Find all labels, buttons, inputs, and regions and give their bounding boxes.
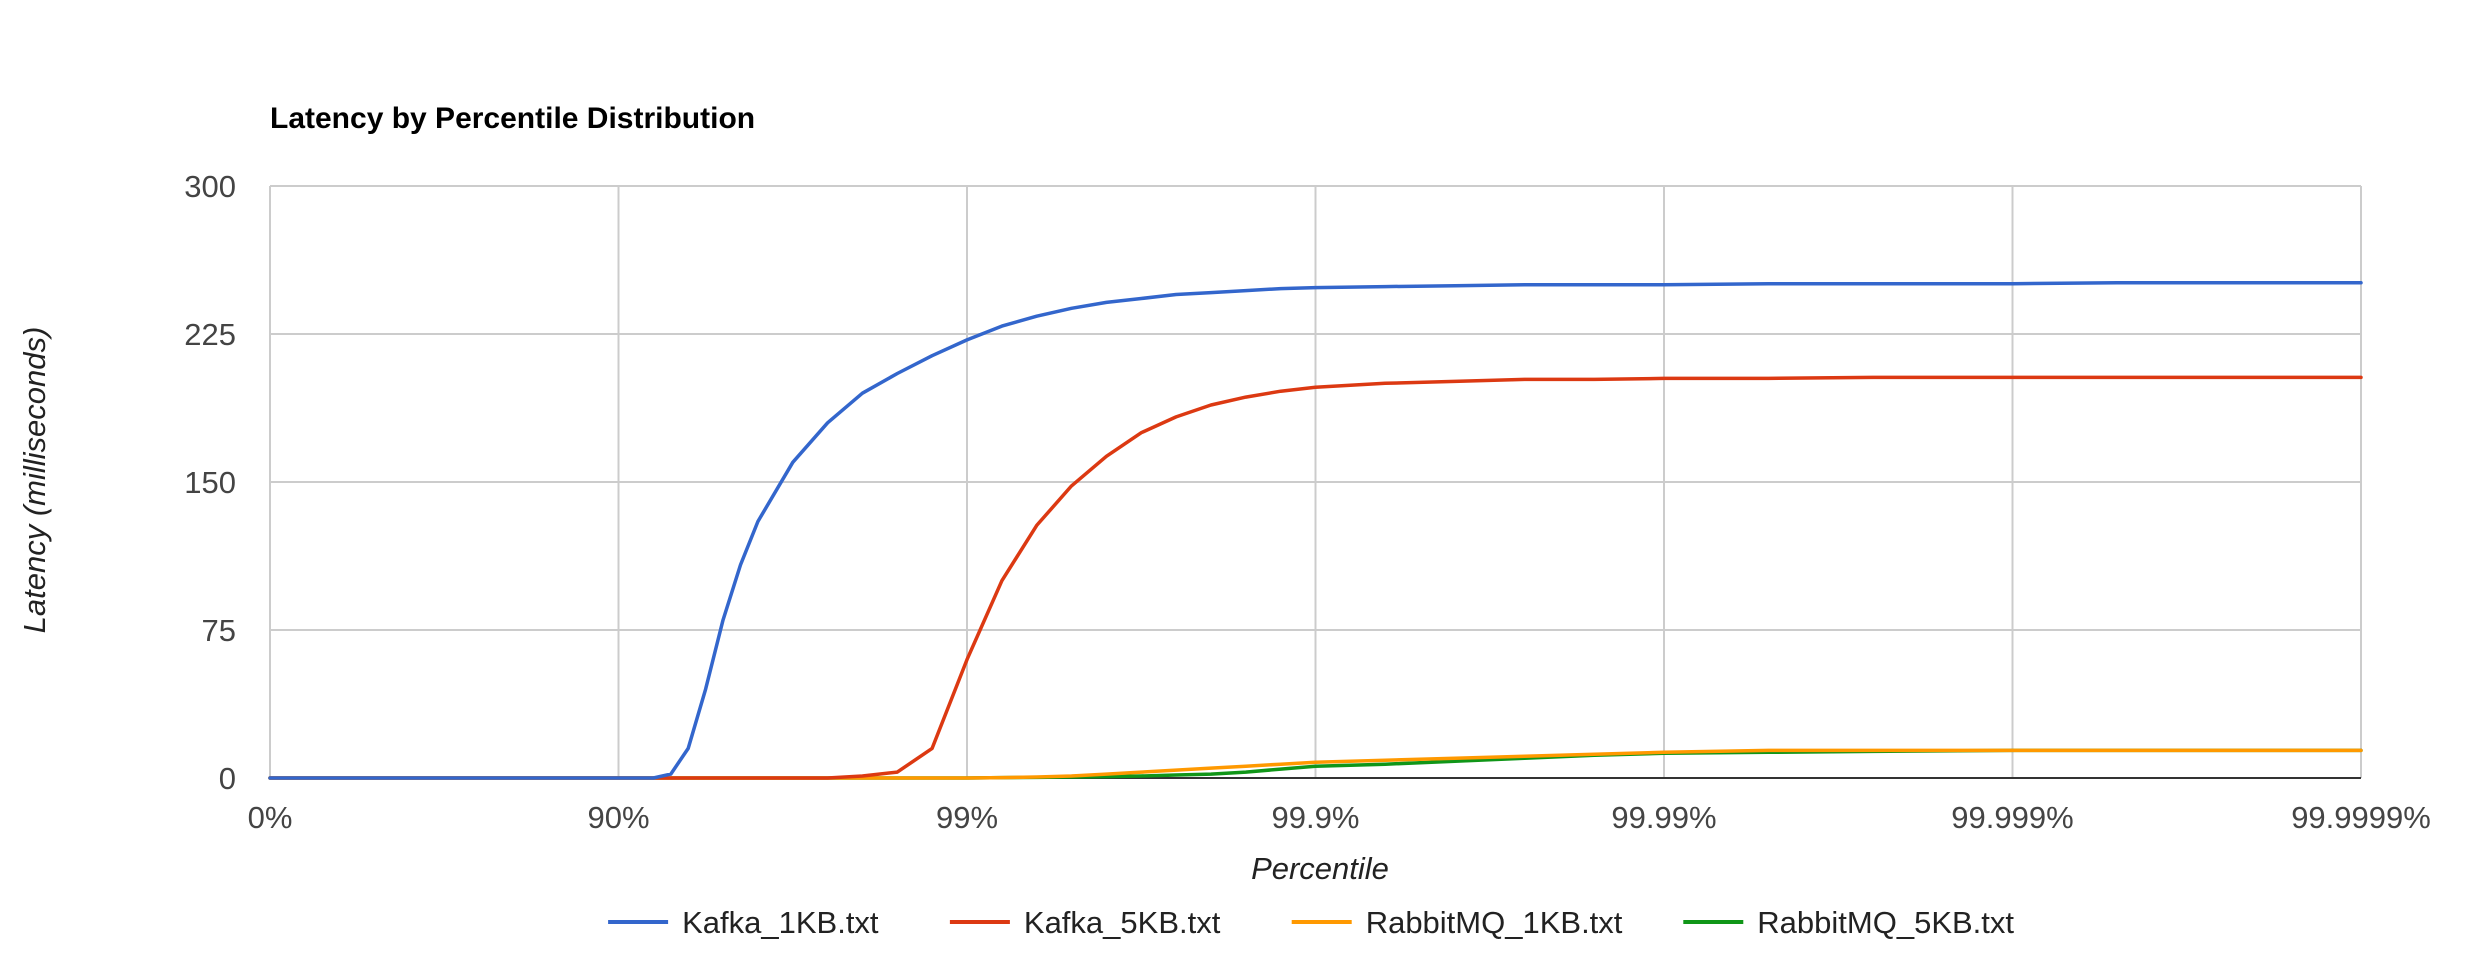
series-lines [268, 280, 2363, 780]
x-tick-label: 99.9% [1272, 800, 1360, 835]
x-tick-label: 90% [587, 800, 649, 835]
x-tick-label: 0% [248, 800, 293, 835]
x-tick-label: 99.9999% [2291, 800, 2431, 835]
legend-item: RabbitMQ_1KB.txt [1291, 905, 1623, 940]
tick-labels: 0% 90% 99% 99.9% 99.99% 99.999% 99.9999% 0 75 150… [184, 169, 2431, 835]
legend-label: RabbitMQ_1KB.txt [1366, 905, 1623, 940]
legend-item: Kafka_1KB.txt [608, 905, 879, 940]
legend-item: Kafka_5KB.txt [949, 905, 1221, 940]
legend-label: RabbitMQ_5KB.txt [1757, 905, 2014, 940]
legend: Kafka_1KB.txt Kafka_5KB.txt RabbitMQ_1KB.t… [608, 905, 2014, 940]
y-tick-label: 150 [184, 465, 236, 500]
series-line [268, 280, 2363, 780]
x-tick-label: 99.999% [1951, 800, 2073, 835]
y-tick-label: 225 [184, 317, 236, 352]
y-tick-label: 75 [202, 613, 236, 648]
legend-label: Kafka_1KB.txt [682, 905, 879, 940]
y-tick-label: 0 [219, 761, 236, 796]
y-tick-label: 300 [184, 169, 236, 204]
y-axis-title: Latency (milliseconds) [17, 327, 52, 634]
x-tick-label: 99.99% [1611, 800, 1716, 835]
chart-title: Latency by Percentile Distribution [270, 102, 755, 135]
series-line [268, 375, 2363, 780]
legend-label: Kafka_5KB.txt [1024, 905, 1221, 940]
x-axis-title: Percentile [1251, 851, 1389, 886]
legend-item: RabbitMQ_5KB.txt [1683, 905, 2014, 940]
grid [269, 185, 2362, 779]
x-tick-label: 99% [936, 800, 998, 835]
